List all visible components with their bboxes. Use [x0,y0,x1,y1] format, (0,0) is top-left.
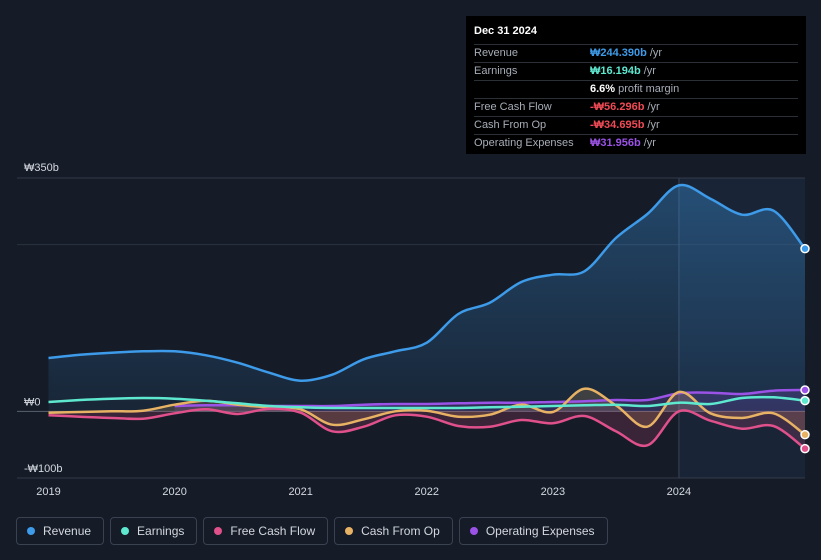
legend-item-cash-from-op[interactable]: Cash From Op [334,517,453,545]
series-area-revenue [48,184,805,412]
tooltip-value: -₩34.695b [590,119,645,131]
tooltip-unit: /yr [647,101,660,113]
tooltip-unit: /yr [643,65,656,77]
tooltip-label: Earnings [474,65,518,77]
tooltip-value: ₩244.390b [590,47,647,59]
legend-label: Earnings [137,524,185,538]
y-tick-label: ₩350b [24,162,59,174]
end-point-free-cash-flow [800,443,810,454]
tooltip-row-operating-expenses: Operating Expenses ₩31.956b /yr [474,135,798,152]
legend-item-revenue[interactable]: Revenue [16,517,105,545]
tooltip-label: Operating Expenses [474,137,574,149]
y-tick-label: -₩100b [24,463,63,475]
legend-label: Free Cash Flow [230,524,316,538]
legend-dot-icon [27,527,35,535]
tooltip-value: 6.6% [590,83,616,95]
tooltip-date: Dec 31 2024 [474,24,798,45]
series-area-cash-from-op [48,388,805,435]
tooltip-label: Free Cash Flow [474,101,552,113]
x-tick-label: 2023 [541,486,565,498]
legend-label: Cash From Op [361,524,440,538]
tooltip-value: ₩16.194b [590,65,641,77]
end-point-operating-expenses [800,385,810,395]
end-point-revenue [800,243,810,254]
tooltip-row-profit-margin: 6.6% profit margin [474,81,798,99]
tooltip-unit: /yr [649,47,663,59]
series-line-revenue [48,183,806,382]
legend-dot-icon [214,527,223,535]
series-line-cash-from-op [48,387,806,436]
legend-item-earnings[interactable]: Earnings [110,517,198,545]
x-tick-label: 2022 [415,486,439,498]
tooltip-value: -₩56.296b [590,101,645,113]
tooltip-row-cash-from-op: Cash From Op -₩34.695b /yr [474,117,798,135]
series-line-free-cash-flow [48,407,806,450]
legend-label: Operating Expenses [485,524,595,538]
series-line-earnings [48,395,806,410]
tooltip-label [474,81,590,98]
x-tick-label: 2020 [162,486,186,498]
end-point-earnings [800,395,810,406]
end-point-cash-from-op [800,429,810,440]
legend-dot-icon [121,527,130,535]
tooltip-value: ₩31.956b [590,137,641,149]
tooltip-row-free-cash-flow: Free Cash Flow -₩56.296b /yr [474,99,798,117]
tooltip-row-revenue: Revenue ₩244.390b /yr [474,45,798,63]
legend-dot-icon [469,527,478,535]
legend-item-free-cash-flow[interactable]: Free Cash Flow [203,517,329,545]
legend-item-operating-expenses[interactable]: Operating Expenses [458,517,608,545]
tooltip-panel: Dec 31 2024 Revenue ₩244.390b /yr Earnin… [466,16,806,154]
legend: Revenue Earnings Free Cash Flow Cash Fro… [16,517,614,545]
x-tick-label: 2019 [36,486,60,498]
legend-label: Revenue [43,524,92,538]
tooltip-unit: /yr [647,119,660,131]
tooltip-label: Revenue [474,47,519,59]
y-tick-label: ₩0 [24,396,41,408]
tooltip-label: Cash From Op [474,119,547,131]
tooltip-row-earnings: Earnings ₩16.194b /yr [474,63,798,81]
series-area-free-cash-flow [48,408,805,449]
tooltip-unit: /yr [643,137,656,149]
legend-dot-icon [345,527,354,535]
tooltip-unit: profit margin [618,83,680,95]
x-tick-label: 2021 [288,486,312,498]
x-tick-label: 2024 [667,486,691,498]
